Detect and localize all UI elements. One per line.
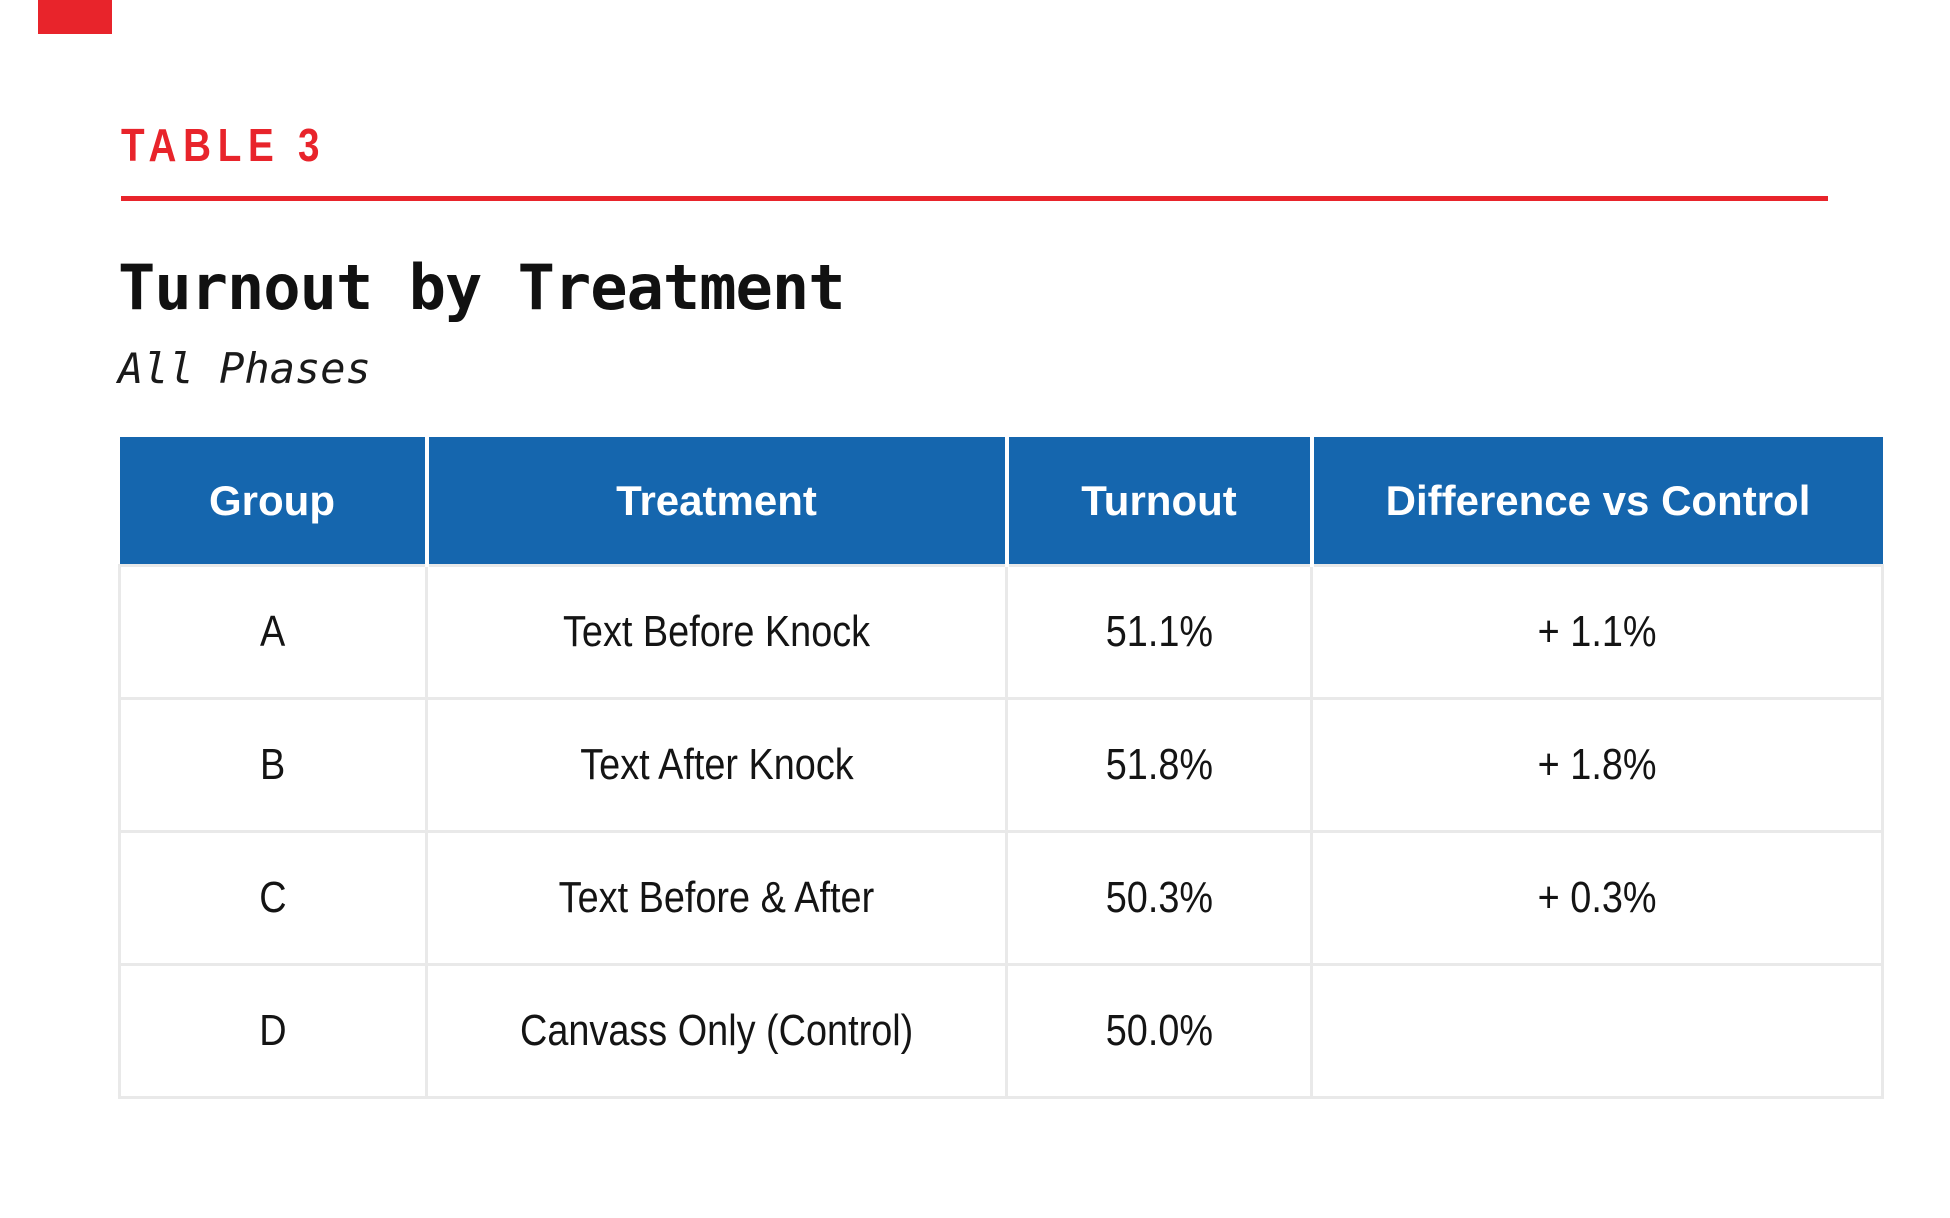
difference-cell: + 1.1% — [1310, 564, 1884, 700]
group-cell: C — [118, 830, 428, 966]
red-marker — [38, 0, 112, 34]
table-row: D Canvass Only (Control) 50.0% — [118, 963, 1884, 1099]
table-row: C Text Before & After 50.3% + 0.3% — [118, 830, 1884, 966]
group-cell: D — [118, 963, 428, 1099]
difference-cell — [1310, 963, 1884, 1099]
turnout-cell: 51.1% — [1005, 564, 1313, 700]
turnout-cell: 50.0% — [1005, 963, 1313, 1099]
difference-cell: + 1.8% — [1310, 697, 1884, 833]
column-header-treatment: Treatment — [424, 437, 1007, 566]
difference-cell: + 0.3% — [1310, 830, 1884, 966]
section-rule — [121, 196, 1828, 201]
treatment-cell: Text After Knock — [425, 697, 1008, 833]
page-subtitle: All Phases — [118, 344, 371, 393]
treatment-cell: Text Before & After — [425, 830, 1008, 966]
table-row: A Text Before Knock 51.1% + 1.1% — [118, 564, 1884, 700]
table-number-text: TABLE 3 — [121, 119, 327, 171]
treatment-cell: Text Before Knock — [425, 564, 1008, 700]
group-cell: B — [118, 697, 428, 833]
turnout-cell: 51.8% — [1005, 697, 1313, 833]
group-cell: A — [118, 564, 428, 700]
table-number-label: TABLE 3 — [121, 122, 365, 168]
table-row: B Text After Knock 51.8% + 1.8% — [118, 697, 1884, 833]
column-header-group: Group — [119, 437, 427, 566]
treatment-cell: Canvass Only (Control) — [425, 963, 1008, 1099]
page-title: Turnout by Treatment — [118, 251, 846, 324]
column-header-difference: Difference vs Control — [1309, 437, 1883, 566]
table-header-row: Group Treatment Turnout Difference vs Co… — [119, 437, 1883, 566]
turnout-cell: 50.3% — [1005, 830, 1313, 966]
turnout-table: Group Treatment Turnout Difference vs Co… — [118, 437, 1884, 1099]
column-header-turnout: Turnout — [1004, 437, 1312, 566]
